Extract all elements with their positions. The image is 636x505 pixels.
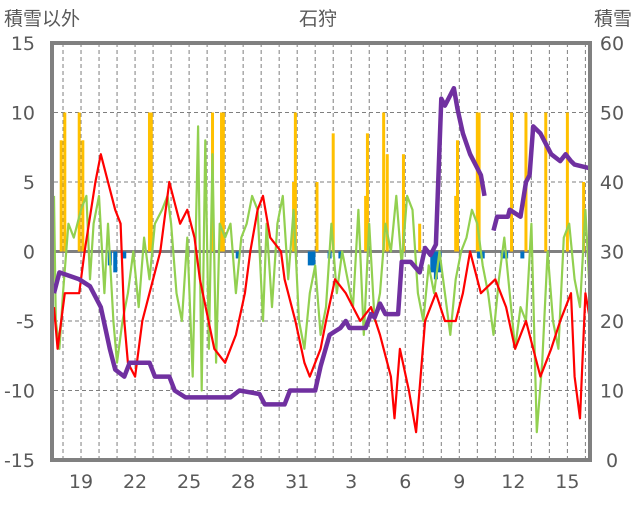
x-tick-label: 22 [123, 471, 147, 493]
precip-bar [475, 112, 479, 252]
x-tick-label: 31 [285, 471, 309, 493]
left-tick-label: -10 [4, 381, 35, 403]
left-tick-label: 15 [11, 33, 35, 55]
right-tick-label: 60 [600, 33, 624, 55]
negative-bar [122, 251, 127, 259]
precip-bar [477, 112, 481, 252]
precip-bar [147, 112, 151, 252]
green-series-line [52, 125, 591, 434]
x-tick-label: 6 [399, 471, 411, 493]
precip-bar [456, 140, 460, 252]
precip-bar [293, 112, 297, 252]
left-tick-label: 10 [11, 103, 35, 125]
negative-bar [235, 251, 240, 259]
negative-bar [311, 251, 316, 266]
x-tick-label: 12 [501, 471, 525, 493]
negative-bar [480, 251, 485, 259]
right-tick-label: 10 [600, 381, 624, 403]
precip-bar [365, 133, 369, 252]
negative-bar [430, 251, 435, 273]
precip-bar [364, 195, 368, 252]
left-tick-label: 5 [23, 172, 35, 194]
chart-title: 石狩 [299, 8, 337, 30]
left-tick-label: -15 [4, 450, 35, 472]
right-tick-label: 50 [600, 103, 624, 125]
right-tick-label: 30 [600, 242, 624, 264]
x-tick-label: 28 [231, 471, 255, 493]
left-tick-label: -5 [16, 311, 35, 333]
negative-bar [437, 251, 442, 273]
right-axis-label: 積雪 [594, 8, 632, 30]
negative-bar [477, 251, 482, 259]
precip-bar [81, 140, 85, 252]
plot-frame [50, 41, 592, 462]
series-lines [51, 85, 591, 434]
right-tick-label: 20 [600, 311, 624, 333]
left-axis-label: 積雪以外 [4, 8, 80, 30]
precip-bar [221, 112, 225, 252]
negative-bar [338, 251, 343, 259]
negative-bar [113, 251, 118, 273]
precip-bar [544, 112, 548, 252]
snow-depth-line [51, 85, 590, 407]
left-tick-label: 0 [23, 242, 35, 264]
precip-bar [220, 112, 224, 252]
precip-bar [582, 182, 586, 252]
x-tick-label: 3 [345, 471, 357, 493]
x-tick-label: 9 [453, 471, 465, 493]
precip-bar [315, 182, 319, 252]
precip-bar [149, 112, 153, 252]
precip-bar [510, 112, 514, 252]
x-tick-label: 19 [69, 471, 93, 493]
negative-bar [307, 251, 312, 266]
precip-bar [382, 112, 386, 252]
right-tick-label: 0 [606, 450, 618, 472]
precip-bar [401, 154, 405, 252]
precip-bar [454, 195, 458, 252]
precip-bar [565, 112, 569, 252]
negative-bar [520, 251, 525, 259]
x-tick-label: 25 [177, 471, 201, 493]
precip-bar [77, 112, 81, 252]
precip-bar [331, 133, 335, 252]
precip-bar [385, 154, 389, 252]
negative-bar [433, 251, 438, 280]
precip-bar [63, 112, 67, 252]
x-tick-label: 15 [555, 471, 579, 493]
right-tick-label: 40 [600, 172, 624, 194]
precip-bar [59, 140, 63, 252]
precip-bar [418, 223, 422, 252]
temperature-line [52, 153, 591, 434]
